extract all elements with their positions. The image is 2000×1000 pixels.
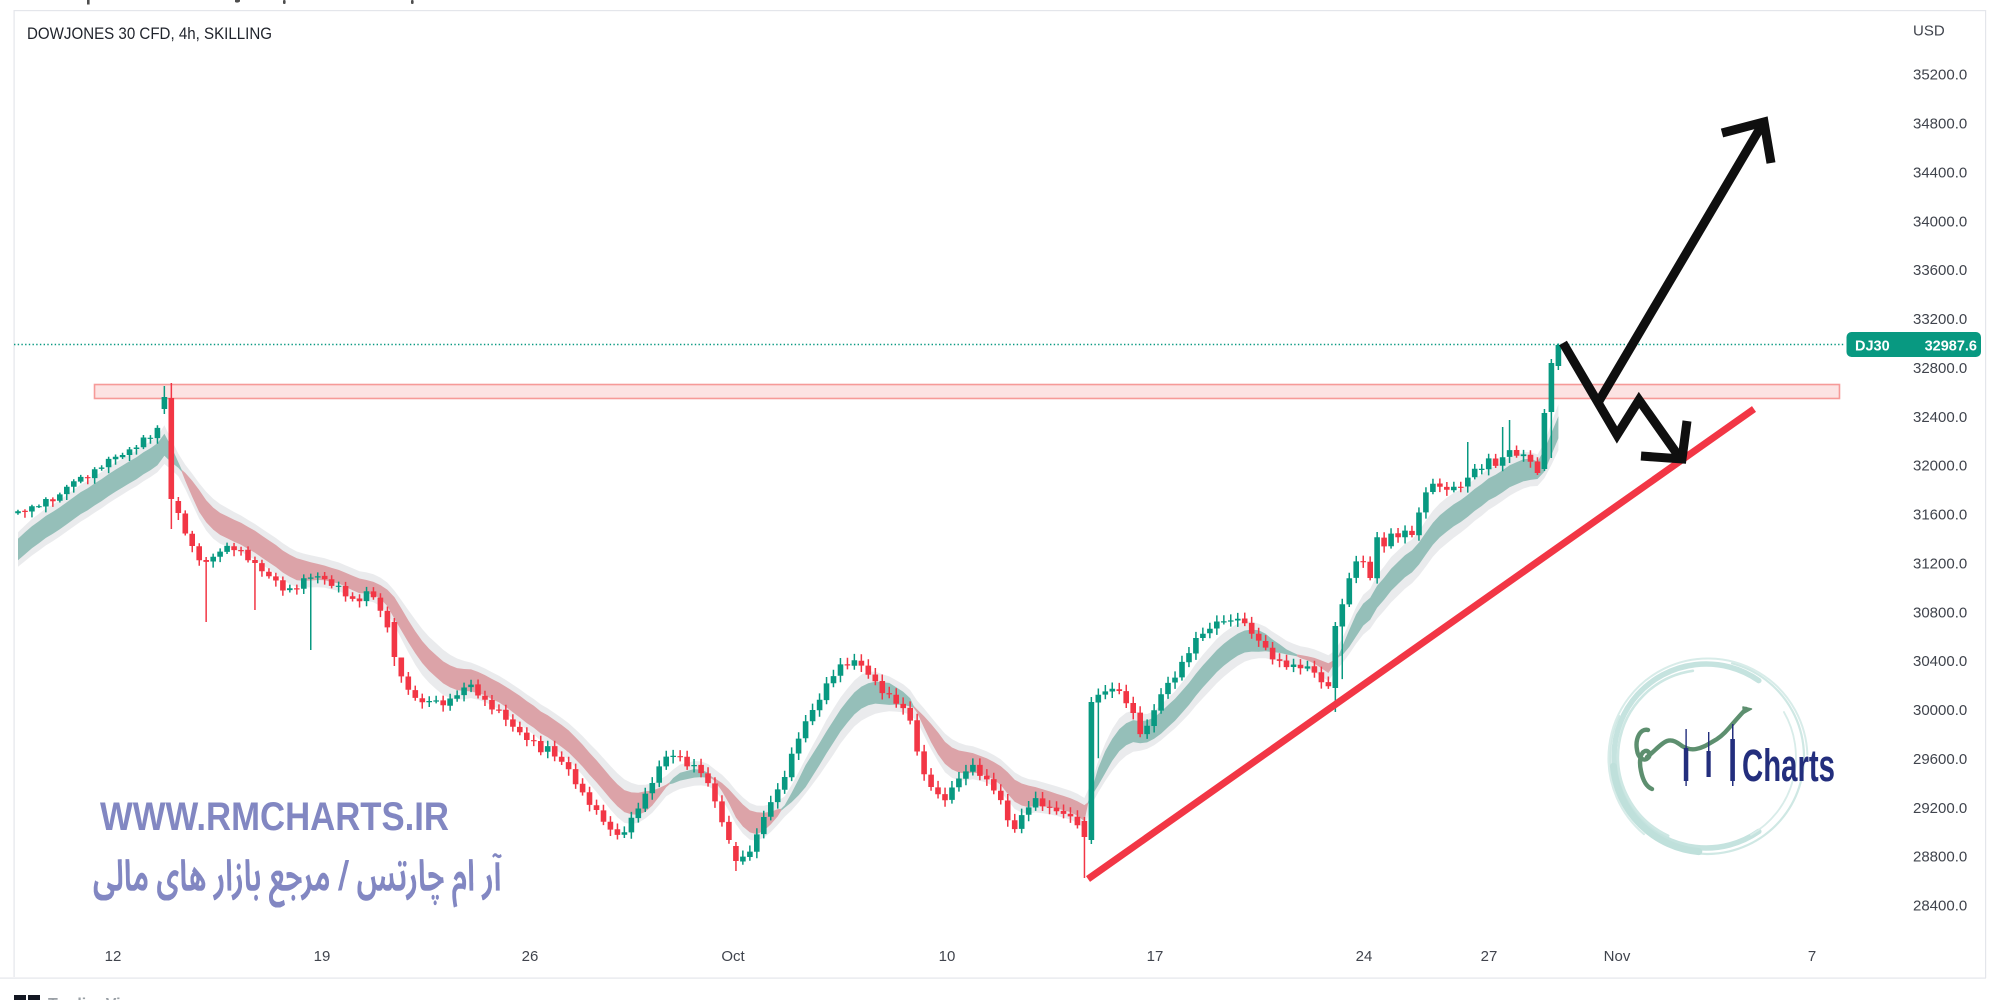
svg-text:TradingView: TradingView — [48, 996, 143, 1000]
svg-text:34800.0: 34800.0 — [1913, 116, 1967, 133]
svg-text:10: 10 — [939, 948, 956, 965]
svg-text:32000.0: 32000.0 — [1913, 458, 1967, 475]
svg-text:26: 26 — [522, 948, 539, 965]
svg-text:30800.0: 30800.0 — [1913, 604, 1967, 621]
svg-text:29200.0: 29200.0 — [1913, 800, 1967, 817]
svg-text:31600.0: 31600.0 — [1913, 507, 1967, 524]
svg-text:17: 17 — [1147, 948, 1164, 965]
svg-text:Nov: Nov — [1604, 948, 1631, 965]
svg-text:Charts: Charts — [1742, 740, 1835, 791]
svg-text:27: 27 — [1481, 948, 1498, 965]
svg-text:34000.0: 34000.0 — [1913, 213, 1967, 230]
svg-text:33200.0: 33200.0 — [1913, 311, 1967, 328]
svg-text:30400.0: 30400.0 — [1913, 653, 1967, 670]
svg-text:31200.0: 31200.0 — [1913, 555, 1967, 572]
svg-text:30000.0: 30000.0 — [1913, 702, 1967, 719]
svg-text:32987.6: 32987.6 — [1925, 339, 1977, 355]
svg-text:WWW.RMCHARTS.IR: WWW.RMCHARTS.IR — [100, 795, 449, 839]
svg-text:34400.0: 34400.0 — [1913, 164, 1967, 181]
svg-text:32800.0: 32800.0 — [1913, 360, 1967, 377]
svg-text:12: 12 — [105, 948, 122, 965]
svg-text:28800.0: 28800.0 — [1913, 849, 1967, 866]
svg-text:USD: USD — [1913, 23, 1945, 40]
svg-text:Oct: Oct — [721, 948, 745, 965]
svg-text:DJ30: DJ30 — [1855, 339, 1890, 355]
svg-text:DOWJONES 30 CFD, 4h, SKILLING: DOWJONES 30 CFD, 4h, SKILLING — [27, 25, 272, 43]
svg-text:19: 19 — [314, 948, 331, 965]
svg-text:33600.0: 33600.0 — [1913, 262, 1967, 279]
svg-text:28400.0: 28400.0 — [1913, 898, 1967, 915]
svg-text:7: 7 — [1808, 948, 1816, 965]
svg-text:35200.0: 35200.0 — [1913, 67, 1967, 84]
svg-text:32400.0: 32400.0 — [1913, 409, 1967, 426]
svg-text:29600.0: 29600.0 — [1913, 751, 1967, 768]
svg-text:24: 24 — [1356, 948, 1373, 965]
